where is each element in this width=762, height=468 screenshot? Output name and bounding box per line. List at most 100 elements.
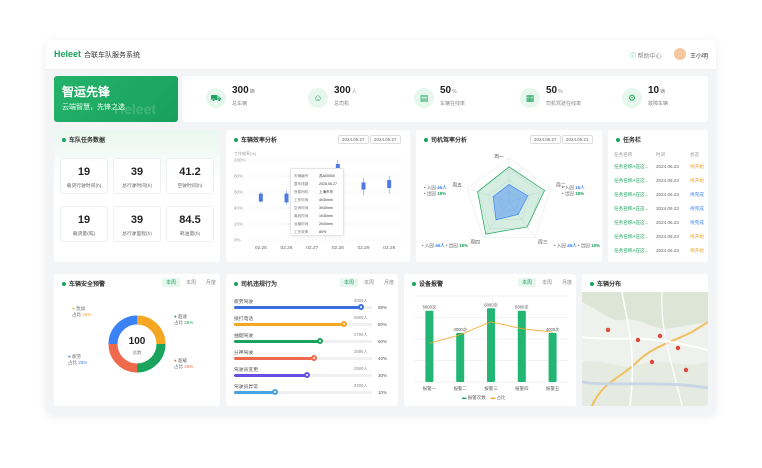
tab-month[interactable]: 月度	[206, 280, 217, 286]
behavior-knob[interactable]	[341, 321, 348, 327]
task-row[interactable]: 任务名称A在这... 2024.06.23 待开始	[614, 162, 714, 174]
tooltip-key: 工作时间	[294, 198, 309, 202]
alert-x-label: 报警五	[546, 385, 560, 392]
donut-slice	[108, 315, 138, 345]
safety-item: ● 急加 占比 25%	[72, 306, 92, 317]
task-status: 待完成	[690, 206, 704, 211]
behavior-count: 2590人	[354, 349, 368, 354]
behavior-name: 疲劳驾驶	[234, 300, 254, 305]
fleet-kpi[interactable]: 41.2 空驶时间(h)	[166, 158, 214, 194]
task-row[interactable]: 任务名称A在这... 2024.06.23 待完成	[614, 190, 714, 202]
tooltip-value: 4h30min	[319, 198, 333, 202]
tab-week[interactable]: 本周	[518, 278, 536, 287]
tooltip-key: 所属司机	[294, 190, 309, 194]
vehicle-map[interactable]	[582, 292, 708, 406]
date-from-picker[interactable]: 2024.05.27	[338, 135, 369, 144]
task-time: 2024.06.23	[656, 192, 679, 197]
alert-bar-label: 5800次	[423, 304, 437, 311]
alert-x-label: 报警三	[484, 385, 498, 392]
date-from-picker[interactable]: 2024.06.27	[530, 135, 561, 144]
task-status: 待开始	[690, 234, 704, 239]
radar-grid	[466, 157, 552, 238]
tooltip-key: 整车线路	[294, 182, 309, 186]
behavior-knob[interactable]	[357, 304, 364, 310]
behavior-knob[interactable]	[272, 389, 279, 395]
alert-bar-label: 4000次	[453, 326, 467, 333]
behavior-fill	[234, 306, 361, 309]
task-name: 任务名称A在这...	[614, 178, 649, 183]
map-title: 车辆分布	[597, 282, 622, 288]
card-title: 车辆安全预警	[62, 279, 105, 288]
behavior-knob[interactable]	[304, 372, 311, 378]
date-to-picker[interactable]: 2024.05.27	[370, 135, 401, 144]
app-logo[interactable]: Heleet	[54, 49, 82, 59]
safety-card: 车辆安全预警 本周 本周 月度 ● 急加 占比 25% ● 超速 占比 25% ● …	[54, 274, 220, 406]
alert-x-label: 报警一	[423, 385, 437, 392]
behavior-knob[interactable]	[316, 338, 323, 344]
tab-week-2[interactable]: 本周	[364, 280, 375, 286]
dashboard-frame: Heleet / 合联车队服务系统 ⓘ 帮助中心 王小明 智运先锋 云端智慧，先…	[46, 40, 716, 414]
tab-month[interactable]: 月度	[384, 280, 395, 286]
stat-vehicle-online-rate[interactable]: ▤ 50% 车辆在线率	[414, 84, 514, 114]
date-to-picker[interactable]: 2024.05.21	[562, 135, 593, 144]
driver-icon: ☺	[308, 88, 328, 108]
radar-axis-label: 周二	[556, 182, 566, 188]
task-row[interactable]: 任务名称A在这... 2024.06.23 待开始	[614, 246, 714, 258]
tooltip-value: 上海市东	[319, 190, 334, 194]
kpi-label: 总行驶时间(h)	[122, 184, 152, 189]
task-row[interactable]: 任务名称A在这... 2024.06.23 待完成	[614, 204, 714, 216]
task-name: 任务名称A在这...	[614, 248, 649, 253]
fault-vehicle-icon: ⚙	[622, 88, 642, 108]
stat-fault-vehicles[interactable]: ⚙ 10辆 故障车辆	[622, 84, 716, 114]
tab-week[interactable]: 本周	[340, 278, 358, 287]
fleet-kpi[interactable]: 39 总行驶里程(h)	[113, 206, 161, 242]
radar-axis	[508, 188, 551, 203]
alert-ratio-line	[429, 321, 553, 344]
behavior-name: 驾驶员异常	[234, 385, 258, 390]
behavior-fill	[234, 374, 308, 377]
stat-total-vehicles[interactable]: ⛟ 300辆 总车辆	[206, 84, 306, 114]
alert-bar	[456, 332, 465, 382]
card-title: 任务栏	[616, 135, 641, 144]
stat-unit: %	[558, 89, 563, 95]
alerts-tabs: 本周 本周 月度	[518, 278, 576, 287]
stat-unit: %	[452, 89, 457, 95]
fleet-kpi[interactable]: 84.5 耗油量(h)	[166, 206, 214, 242]
fleet-kpi[interactable]: 19 载货量(吨)	[60, 206, 108, 242]
task-row[interactable]: 任务名称A在这... 2024.06.23 待完成	[614, 218, 714, 230]
behavior-pct: 60%	[378, 339, 388, 344]
tab-month[interactable]: 月度	[562, 280, 573, 286]
forklift-icon: ⛟	[206, 88, 226, 108]
tab-week-2[interactable]: 本周	[542, 280, 553, 286]
tab-week[interactable]: 本周	[162, 278, 180, 287]
help-center-link[interactable]: ⓘ 帮助中心	[630, 51, 662, 60]
stat-driver-online-rate[interactable]: ▦ 50% 司机驾驶在线率	[520, 84, 620, 114]
behavior-pct: 80%	[378, 322, 388, 327]
behavior-fill	[234, 323, 345, 326]
tab-week-2[interactable]: 本周	[186, 280, 197, 286]
tooltip-value: 2025.06.27	[319, 182, 337, 186]
behavior-track	[234, 372, 372, 378]
safety-item: ● 超速 占比 25%	[174, 314, 194, 325]
behavior-title: 司机违规行为	[241, 282, 278, 288]
stat-total-drivers[interactable]: ☺ 300人 总司机	[308, 84, 408, 114]
title-dot-icon	[62, 282, 66, 287]
fleet-kpi[interactable]: 39 总行驶时间(h)	[113, 158, 161, 194]
task-status: 待完成	[690, 220, 704, 225]
task-row[interactable]: 任务名称A在这... 2024.06.23 待开始	[614, 232, 714, 244]
user-name[interactable]: 王小明	[690, 54, 709, 60]
safety-tabs: 本周 本周 月度	[162, 278, 220, 287]
card-title: 设备报警	[412, 279, 443, 288]
alert-bar	[487, 308, 495, 382]
user-avatar[interactable]	[674, 48, 686, 60]
task-row[interactable]: 任务名称A在这... 2024.06.23 待开始	[614, 176, 714, 188]
efficiency-tooltip: 车辆编号 整车线路 所属司机 工作时间 空闲时间 离线时间 运输时间 工作效率 苏A00000…	[290, 168, 344, 236]
task-time: 2024.06.23	[656, 206, 679, 211]
fleet-kpi[interactable]: 19 载货行驶时间(h)	[60, 158, 108, 194]
y-tick-label: 60%	[234, 190, 243, 195]
behavior-knob[interactable]	[311, 355, 318, 361]
kpi-label: 载货量(吨)	[72, 232, 96, 237]
tooltip-key: 空闲时间	[294, 206, 309, 210]
